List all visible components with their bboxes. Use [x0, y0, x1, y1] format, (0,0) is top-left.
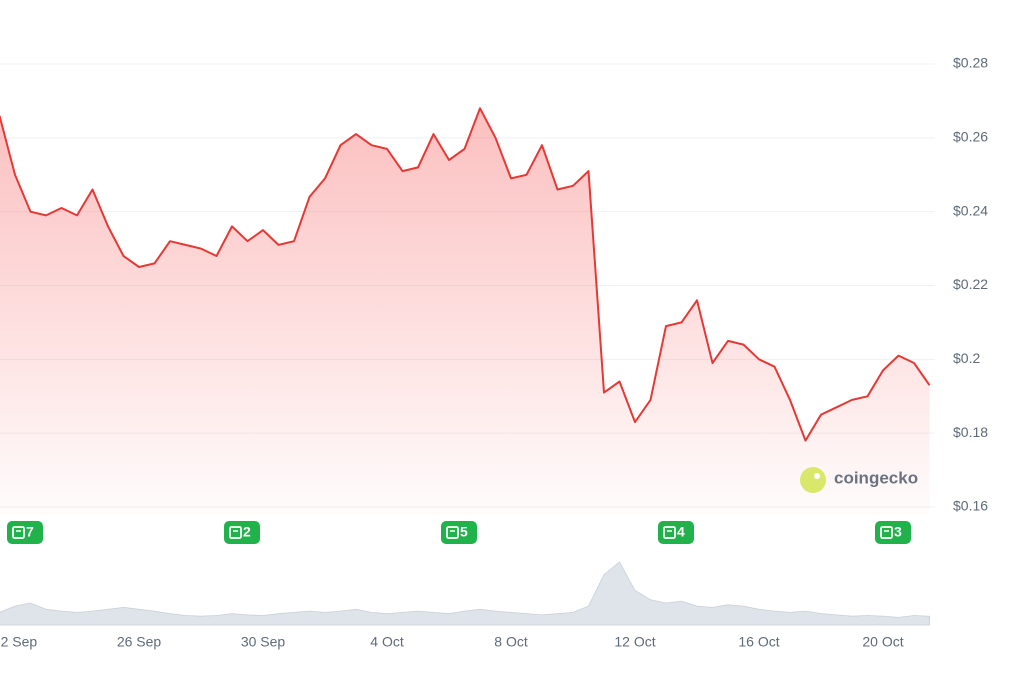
event-badge: 5	[441, 521, 477, 544]
y-tick-label: $0.22	[953, 276, 988, 292]
event-badge: 7	[7, 521, 43, 544]
y-tick-label: $0.18	[953, 424, 988, 440]
y-tick-label: $0.26	[953, 129, 988, 145]
badge-icon	[229, 526, 242, 539]
event-badge: 3	[875, 521, 911, 544]
event-badge: 4	[658, 521, 694, 544]
x-tick-label: 12 Oct	[614, 634, 655, 650]
x-tick-label: 26 Sep	[117, 634, 162, 650]
event-badge: 2	[224, 521, 260, 544]
y-tick-label: $0.28	[953, 55, 988, 71]
y-tick-label: $0.24	[953, 202, 988, 218]
badge-icon	[12, 526, 25, 539]
y-tick-label: $0.16	[953, 498, 988, 514]
x-tick-label: 4 Oct	[370, 634, 404, 650]
y-tick-label: $0.2	[953, 350, 980, 366]
badge-count: 7	[26, 524, 34, 540]
badge-icon	[663, 526, 676, 539]
badge-icon	[446, 526, 459, 539]
watermark: coingecko	[800, 467, 918, 493]
badge-count: 5	[460, 524, 468, 540]
x-tick-label: 30 Sep	[241, 634, 286, 650]
price-line	[0, 107, 931, 442]
badge-count: 3	[894, 524, 902, 540]
x-tick-label: 20 Oct	[862, 634, 903, 650]
x-tick-label: 8 Oct	[494, 634, 528, 650]
badge-icon	[880, 526, 893, 539]
volume-area	[0, 561, 930, 626]
x-tick-label: 16 Oct	[738, 634, 779, 650]
watermark-text: coingecko	[834, 468, 918, 487]
badge-count: 4	[677, 524, 685, 540]
price-area	[0, 108, 930, 515]
x-tick-label: 22 Sep	[0, 634, 37, 650]
badge-count: 2	[243, 524, 251, 540]
